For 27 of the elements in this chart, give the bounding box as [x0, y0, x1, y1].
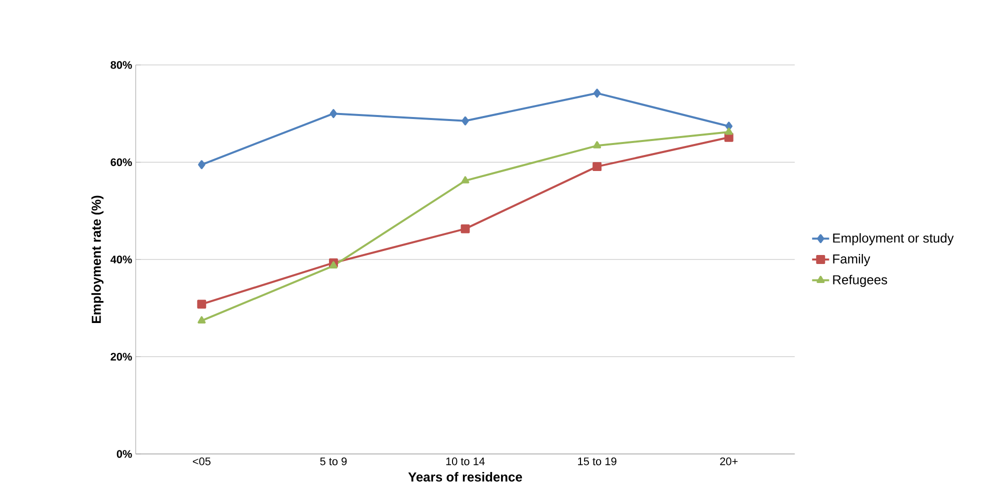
y-tick-label: 60% [110, 158, 132, 166]
y-axis-title: Employment rate (%) [91, 196, 104, 323]
x-tick-label: 5 to 9 [320, 457, 347, 466]
x-tick-label: 15 to 19 [578, 457, 616, 466]
legend-label: Refugees [833, 274, 888, 287]
point [329, 261, 338, 269]
point [198, 316, 206, 324]
legend-label: Family [833, 254, 870, 266]
point [592, 162, 602, 172]
point [461, 176, 470, 184]
point [593, 141, 602, 148]
y-tick-label: 20% [110, 352, 132, 361]
point [462, 116, 469, 126]
x-tick-label: <05 [192, 457, 210, 466]
point [460, 224, 470, 234]
y-tick-label: 0% [116, 450, 132, 458]
point [198, 160, 206, 170]
point [330, 109, 338, 118]
point [197, 300, 206, 309]
legend-label: Employment or study [833, 233, 954, 246]
y-tick-label: 80% [110, 61, 132, 69]
x-axis-title: Years of residence [408, 472, 522, 482]
point [724, 128, 733, 135]
point [593, 88, 601, 98]
x-tick-label: 10 to 14 [446, 457, 485, 466]
x-tick-label: 20+ [720, 457, 738, 466]
y-tick-label: 40% [110, 256, 132, 264]
